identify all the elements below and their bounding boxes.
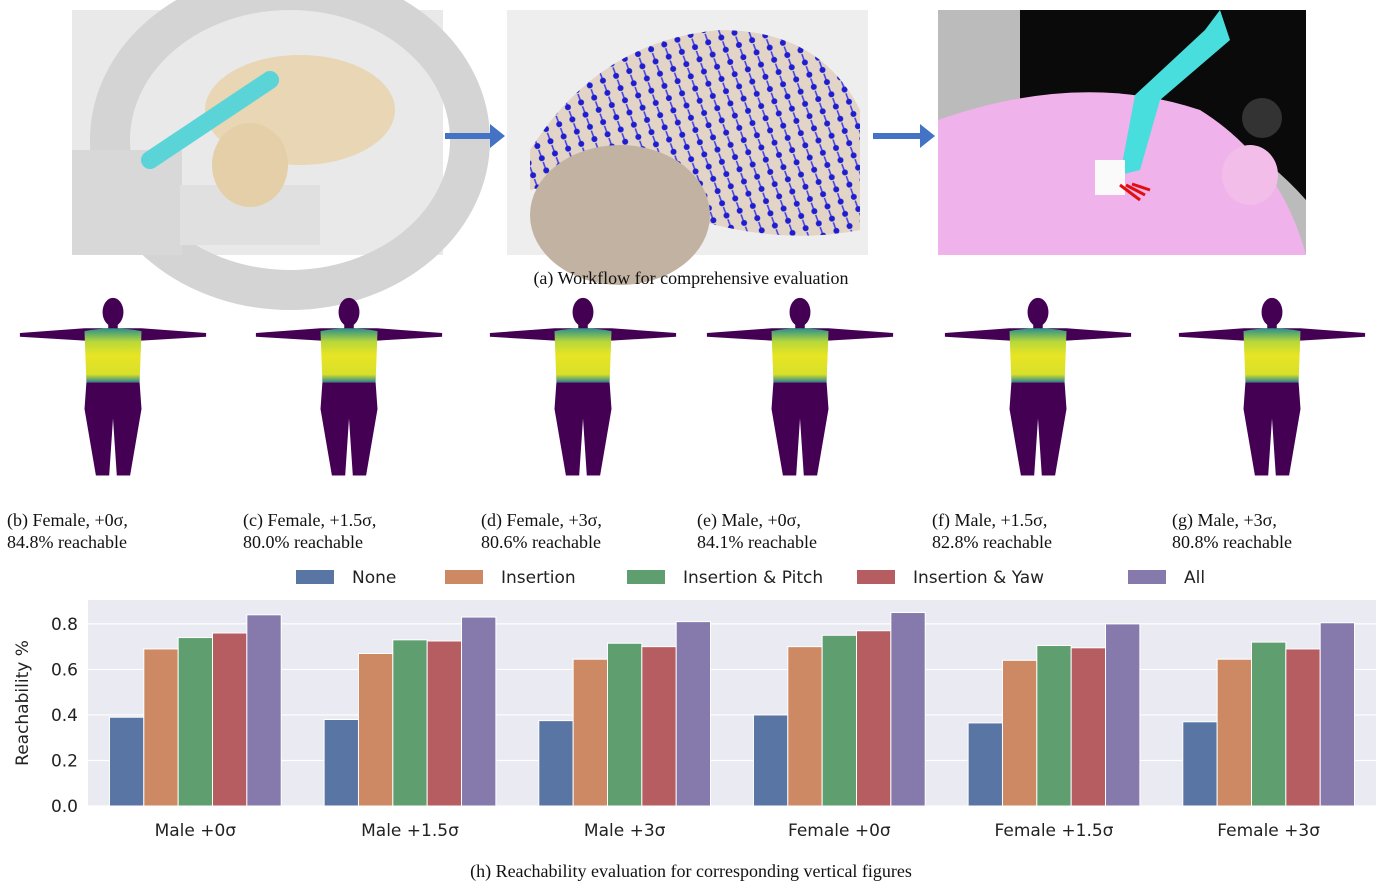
caption: (h) Reachability evaluation for correspo… <box>470 861 912 882</box>
legend-swatch <box>627 570 665 584</box>
bar <box>1285 648 1321 807</box>
x-tick-label: Female +3σ <box>1217 821 1320 841</box>
panel-caption: (e) Male, +0σ, <box>697 510 801 531</box>
panel-caption: 80.8% reachable <box>1172 532 1292 552</box>
panel-caption: (d) Female, +3σ, <box>481 510 602 531</box>
panel-caption: 80.0% reachable <box>243 532 363 552</box>
legend-label: All <box>1184 568 1205 588</box>
y-tick-label: 0.6 <box>51 660 78 680</box>
body-figure <box>1178 297 1366 476</box>
x-tick-label: Female +1.5σ <box>995 821 1114 841</box>
bar <box>538 720 574 807</box>
panel-caption: 82.8% reachable <box>932 532 1052 552</box>
bar <box>1319 622 1356 807</box>
body-figure <box>19 297 207 476</box>
x-tick-label: Female +0σ <box>788 821 891 841</box>
panel-caption: (b) Female, +0σ, <box>7 510 128 531</box>
y-tick-label: 0.4 <box>51 706 78 726</box>
bar <box>1216 658 1252 807</box>
bar <box>1070 647 1107 807</box>
y-axis-label: Reachability % <box>13 640 33 766</box>
legend-swatch <box>857 570 895 584</box>
bar <box>606 642 643 807</box>
y-tick-label: 0.0 <box>51 797 78 817</box>
bar <box>572 658 608 807</box>
bar <box>426 640 463 807</box>
bar <box>108 716 145 807</box>
scene-points <box>507 10 868 285</box>
panel-caption: 80.6% reachable <box>481 532 601 552</box>
bar <box>1182 721 1218 807</box>
panel-caption: 84.8% reachable <box>7 532 127 552</box>
bar <box>675 621 712 807</box>
bar <box>461 616 497 807</box>
bar <box>856 630 892 807</box>
bar <box>752 714 789 807</box>
body-figure <box>489 297 677 476</box>
panel-caption: (f) Male, +1.5σ, <box>932 510 1047 531</box>
y-tick-label: 0.2 <box>51 751 78 771</box>
plot-background <box>88 600 1376 806</box>
panel-caption: 84.1% reachable <box>697 532 817 552</box>
y-tick-label: 0.8 <box>51 615 78 635</box>
bar <box>392 639 428 807</box>
body-figure <box>706 297 894 476</box>
legend-label: Insertion <box>501 568 576 588</box>
bar <box>212 632 248 807</box>
x-tick-label: Male +0σ <box>155 821 237 841</box>
bar <box>1105 623 1141 807</box>
bar <box>246 614 282 807</box>
legend-swatch <box>296 570 334 584</box>
legend-swatch <box>1128 570 1166 584</box>
bar <box>821 634 858 807</box>
panel-caption: (c) Female, +1.5σ, <box>243 510 376 531</box>
scene-robot <box>72 0 490 310</box>
panel-caption: (g) Male, +3σ, <box>1172 510 1277 531</box>
legend-label: None <box>352 568 396 588</box>
legend-swatch <box>445 570 483 584</box>
bar <box>641 646 677 807</box>
bar <box>1001 659 1038 807</box>
bar <box>1250 641 1287 807</box>
bar <box>323 719 359 807</box>
legend-label: Insertion & Pitch <box>683 568 823 588</box>
arrow <box>873 124 935 148</box>
x-tick-label: Male +1.5σ <box>361 821 459 841</box>
bar <box>357 652 394 807</box>
legend-label: Insertion & Yaw <box>913 568 1044 588</box>
x-tick-label: Male +3σ <box>584 821 666 841</box>
bar <box>787 646 823 807</box>
body-figure <box>944 297 1132 476</box>
bar <box>1036 645 1072 807</box>
bar <box>143 648 179 807</box>
caption: (a) Workflow for comprehensive evaluatio… <box>533 268 848 289</box>
scene-robot-pink <box>938 10 1306 255</box>
bar <box>890 612 926 807</box>
body-figure <box>255 297 443 476</box>
bar <box>967 722 1003 807</box>
arrow <box>445 124 505 148</box>
bar <box>177 637 214 807</box>
